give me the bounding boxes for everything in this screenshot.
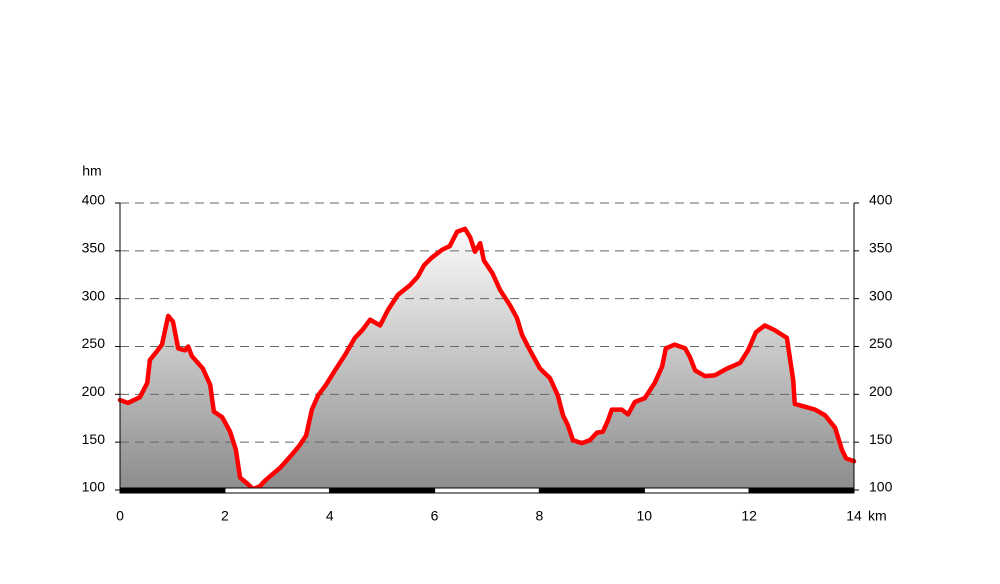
y-tick-label: 350 — [82, 240, 106, 256]
y-tick-label: 100 — [82, 479, 106, 495]
y-tick-label: 150 — [82, 431, 106, 447]
y2-tick-label: 300 — [869, 287, 893, 303]
scale-segment — [119, 487, 226, 494]
y-tick-label: 250 — [82, 335, 106, 351]
y2-tick-label: 100 — [869, 479, 893, 495]
y-tick-label: 300 — [82, 287, 106, 303]
x-tick-label: 6 — [431, 508, 439, 524]
scale-segment — [748, 487, 855, 494]
x-tick-label: 4 — [326, 508, 334, 524]
scale-segment — [643, 487, 750, 494]
y-axis-label: hm — [82, 163, 101, 179]
x-axis-label: km — [868, 508, 887, 524]
area-fill — [120, 228, 854, 490]
y2-tick-label: 250 — [869, 335, 893, 351]
x-tick-label: 0 — [116, 508, 124, 524]
y2-tick-label: 400 — [869, 192, 893, 208]
x-tick-label: 14 — [846, 508, 862, 524]
x-tick-label: 8 — [536, 508, 544, 524]
scale-segment — [224, 487, 331, 494]
scale-segment — [329, 487, 436, 494]
x-tick-label: 2 — [221, 508, 229, 524]
y-tick-label: 200 — [82, 383, 106, 399]
y2-tick-label: 200 — [869, 383, 893, 399]
y-tick-label: 400 — [82, 192, 106, 208]
x-tick-label: 10 — [636, 508, 652, 524]
y2-tick-label: 150 — [869, 431, 893, 447]
scale-segment — [434, 487, 540, 494]
elevation-line — [117, 226, 857, 492]
y2-tick-label: 350 — [869, 240, 893, 256]
scale-segment — [538, 487, 645, 494]
x-tick-label: 12 — [741, 508, 757, 524]
